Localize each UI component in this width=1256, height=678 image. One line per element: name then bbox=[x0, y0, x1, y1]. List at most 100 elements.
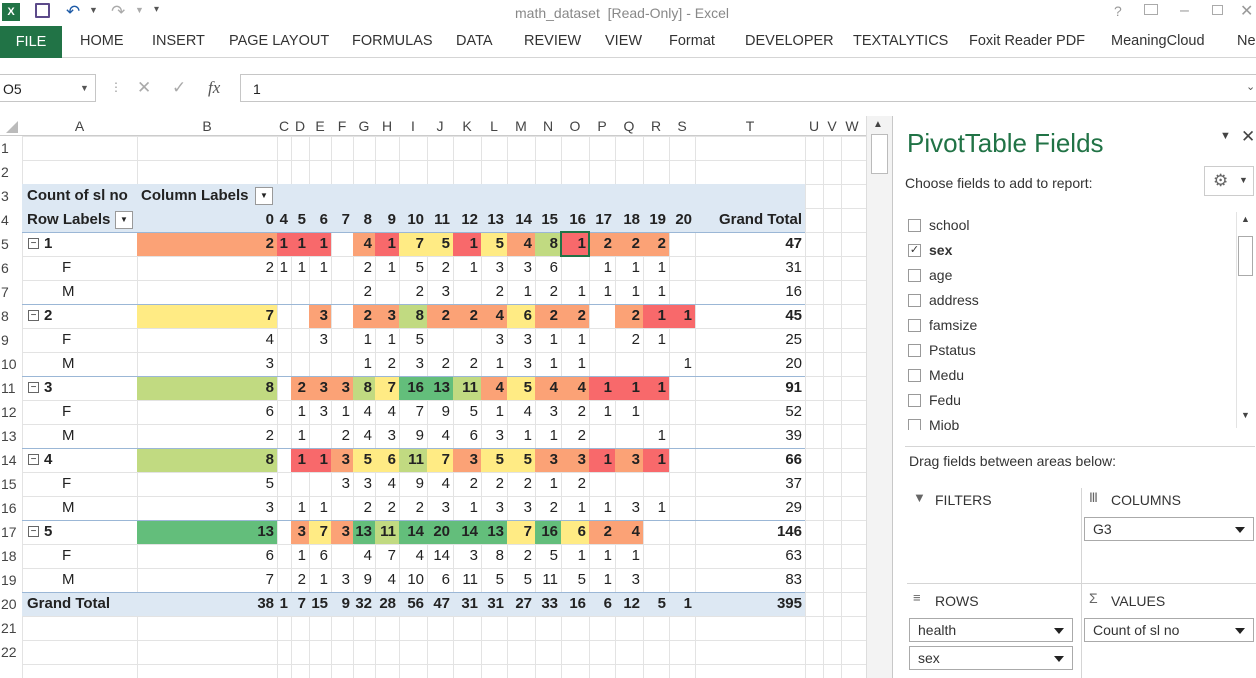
row-header-17[interactable]: 17 bbox=[1, 524, 17, 540]
row-header-22[interactable]: 22 bbox=[1, 644, 17, 660]
pivot-value-cell[interactable]: 3 bbox=[549, 451, 558, 468]
pivot-value-cell[interactable]: 7 bbox=[387, 379, 396, 396]
pivot-value-cell[interactable] bbox=[291, 328, 306, 352]
pivot-value-cell[interactable]: 2 bbox=[265, 427, 274, 444]
pivot-value-cell[interactable] bbox=[277, 304, 288, 328]
pivot-value-cell[interactable] bbox=[309, 352, 328, 376]
field-scroll-thumb[interactable] bbox=[1238, 236, 1253, 276]
pivot-value-cell[interactable] bbox=[669, 424, 692, 448]
tab-developer[interactable]: DEVELOPER bbox=[745, 33, 834, 49]
pivot-value-cell[interactable]: 3 bbox=[549, 403, 558, 420]
pivot-value-cell[interactable]: 13 bbox=[257, 523, 274, 540]
grand-total-cell[interactable]: 395 bbox=[776, 595, 802, 612]
pivot-value-cell[interactable] bbox=[453, 328, 478, 352]
pivot-value-cell[interactable] bbox=[291, 280, 306, 304]
pivot-value-cell[interactable]: 13 bbox=[433, 379, 450, 396]
pivot-value-cell[interactable] bbox=[331, 304, 350, 328]
column-header-D[interactable]: D bbox=[294, 118, 306, 134]
pivot-value-cell[interactable]: 2 bbox=[469, 475, 478, 492]
enter-icon[interactable]: ✓ bbox=[172, 78, 187, 97]
grand-total-cell[interactable]: 15 bbox=[311, 595, 328, 612]
column-header-T[interactable]: T bbox=[745, 118, 755, 134]
grand-total-cell[interactable]: 6 bbox=[603, 595, 612, 612]
pivot-value-cell[interactable]: 1 bbox=[319, 259, 328, 276]
help-button[interactable]: ? bbox=[1114, 3, 1122, 19]
pivot-value-cell[interactable]: 25 bbox=[785, 331, 802, 348]
pivot-value-cell[interactable]: 7 bbox=[415, 403, 424, 420]
pivot-value-cell[interactable] bbox=[669, 280, 692, 304]
tab-home[interactable]: HOME bbox=[80, 33, 124, 49]
pivot-value-cell[interactable]: 11 bbox=[462, 379, 478, 396]
row-header-4[interactable]: 4 bbox=[1, 212, 9, 228]
pivot-value-cell[interactable]: 3 bbox=[631, 499, 640, 516]
pivot-value-cell[interactable]: 1 bbox=[577, 499, 586, 516]
pivot-value-cell[interactable]: 5 bbox=[523, 451, 532, 468]
row-header-8[interactable]: 8 bbox=[1, 308, 9, 324]
pivot-value-cell[interactable]: 4 bbox=[363, 427, 372, 444]
pivot-value-cell[interactable]: 1 bbox=[683, 355, 692, 372]
scroll-up-icon[interactable]: ▲ bbox=[873, 119, 883, 130]
pivot-value-cell[interactable] bbox=[615, 424, 640, 448]
field-item-pstatus[interactable]: Pstatus bbox=[901, 337, 1231, 362]
pivot-value-cell[interactable]: 13 bbox=[355, 523, 372, 540]
row-header-6[interactable]: 6 bbox=[1, 260, 9, 276]
pivot-value-cell[interactable]: 4 bbox=[631, 523, 640, 540]
pivot-value-cell[interactable]: 4 bbox=[495, 307, 504, 324]
pivot-value-cell[interactable] bbox=[331, 256, 350, 280]
pivot-value-cell[interactable] bbox=[669, 400, 692, 424]
pivot-value-cell[interactable] bbox=[453, 280, 478, 304]
pivot-value-cell[interactable] bbox=[277, 400, 288, 424]
pivot-value-cell[interactable]: 2 bbox=[363, 499, 372, 516]
pivot-value-cell[interactable]: 2 bbox=[387, 355, 396, 372]
pivot-value-cell[interactable]: 1 bbox=[319, 571, 328, 588]
pivot-value-cell[interactable]: 3 bbox=[631, 451, 640, 468]
field-item-famsize[interactable]: famsize bbox=[901, 312, 1231, 337]
field-checkbox[interactable] bbox=[908, 369, 921, 382]
column-header-W[interactable]: W bbox=[845, 118, 859, 134]
pivot-value-cell[interactable]: 5 bbox=[495, 571, 504, 588]
pivot-value-cell[interactable]: 37 bbox=[785, 475, 802, 492]
pivot-value-cell[interactable]: 6 bbox=[469, 427, 478, 444]
field-checkbox[interactable]: ✓ bbox=[908, 244, 921, 257]
customize-qat-icon[interactable]: ▾ bbox=[154, 4, 160, 15]
pivot-value-cell[interactable]: 4 bbox=[577, 379, 586, 396]
pivot-value-cell[interactable] bbox=[277, 568, 288, 592]
pivot-value-cell[interactable] bbox=[669, 496, 692, 520]
pivot-value-cell[interactable] bbox=[331, 328, 350, 352]
pivot-value-cell[interactable] bbox=[669, 232, 692, 256]
name-box-dropdown-icon[interactable]: ▼ bbox=[80, 83, 89, 93]
pivot-value-cell[interactable]: 1 bbox=[297, 427, 306, 444]
pivot-value-cell[interactable]: 1 bbox=[279, 259, 288, 276]
column-header-G[interactable]: G bbox=[358, 118, 370, 134]
pivot-value-cell[interactable] bbox=[643, 568, 666, 592]
pivot-value-cell[interactable]: 3 bbox=[387, 427, 396, 444]
tab-page-layout[interactable]: PAGE LAYOUT bbox=[229, 33, 330, 49]
pivot-value-cell[interactable]: 1 bbox=[577, 331, 586, 348]
pivot-value-cell[interactable] bbox=[643, 520, 666, 544]
expand-formula-icon[interactable]: ⌄ bbox=[1246, 81, 1256, 93]
pivot-value-cell[interactable]: 1 bbox=[297, 235, 306, 252]
pivot-value-cell[interactable]: 11 bbox=[380, 523, 396, 540]
pivot-value-cell[interactable]: 47 bbox=[785, 235, 802, 252]
pivot-value-cell[interactable]: 3 bbox=[495, 259, 504, 276]
pivot-value-cell[interactable]: 1 bbox=[387, 259, 396, 276]
row-labels-filter-button[interactable]: ▼ bbox=[115, 211, 133, 229]
row-header-18[interactable]: 18 bbox=[1, 548, 17, 564]
row-header-12[interactable]: 12 bbox=[1, 404, 17, 420]
pivot-value-cell[interactable] bbox=[427, 328, 450, 352]
pivot-value-cell[interactable]: 6 bbox=[265, 547, 274, 564]
pivot-value-cell[interactable]: 5 bbox=[441, 235, 450, 252]
formula-input[interactable]: 1 ⌄ bbox=[240, 74, 1256, 102]
redo-icon[interactable]: ↷ bbox=[111, 2, 126, 21]
pivot-value-cell[interactable]: 4 bbox=[387, 571, 396, 588]
pivot-value-cell[interactable]: 3 bbox=[577, 451, 586, 468]
field-checkbox[interactable] bbox=[908, 394, 921, 407]
pivot-value-cell[interactable]: 1 bbox=[631, 403, 640, 420]
pivot-value-cell[interactable]: 5 bbox=[469, 403, 478, 420]
pivot-value-cell[interactable]: 5 bbox=[495, 235, 504, 252]
pivot-value-cell[interactable]: 4 bbox=[523, 403, 532, 420]
pivot-value-cell[interactable] bbox=[589, 472, 612, 496]
pivot-value-cell[interactable]: 4 bbox=[387, 403, 396, 420]
pivot-value-cell[interactable]: 6 bbox=[523, 307, 532, 324]
pivot-value-cell[interactable]: 2 bbox=[441, 355, 450, 372]
